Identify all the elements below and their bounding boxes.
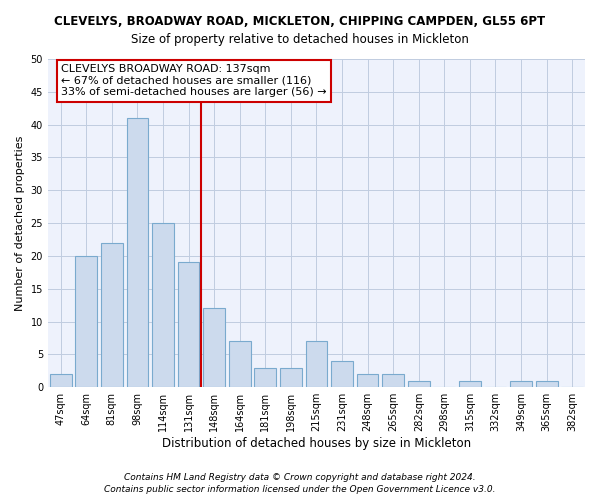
Bar — [331, 361, 353, 387]
Bar — [459, 380, 481, 387]
Bar — [203, 308, 225, 387]
Bar — [127, 118, 148, 387]
Bar — [101, 243, 123, 387]
Bar — [382, 374, 404, 387]
Text: CLEVELYS, BROADWAY ROAD, MICKLETON, CHIPPING CAMPDEN, GL55 6PT: CLEVELYS, BROADWAY ROAD, MICKLETON, CHIP… — [55, 15, 545, 28]
Bar — [50, 374, 71, 387]
Bar — [229, 342, 251, 387]
Bar — [254, 368, 276, 387]
Bar — [536, 380, 557, 387]
Bar — [280, 368, 302, 387]
Y-axis label: Number of detached properties: Number of detached properties — [15, 136, 25, 311]
Text: CLEVELYS BROADWAY ROAD: 137sqm
← 67% of detached houses are smaller (116)
33% of: CLEVELYS BROADWAY ROAD: 137sqm ← 67% of … — [61, 64, 327, 98]
Bar — [510, 380, 532, 387]
Bar — [357, 374, 379, 387]
Text: Contains public sector information licensed under the Open Government Licence v3: Contains public sector information licen… — [104, 485, 496, 494]
Bar — [305, 342, 328, 387]
Bar — [152, 223, 174, 387]
Text: Size of property relative to detached houses in Mickleton: Size of property relative to detached ho… — [131, 32, 469, 46]
Bar — [408, 380, 430, 387]
X-axis label: Distribution of detached houses by size in Mickleton: Distribution of detached houses by size … — [162, 437, 471, 450]
Bar — [76, 256, 97, 387]
Bar — [178, 262, 199, 387]
Text: Contains HM Land Registry data © Crown copyright and database right 2024.: Contains HM Land Registry data © Crown c… — [124, 474, 476, 482]
